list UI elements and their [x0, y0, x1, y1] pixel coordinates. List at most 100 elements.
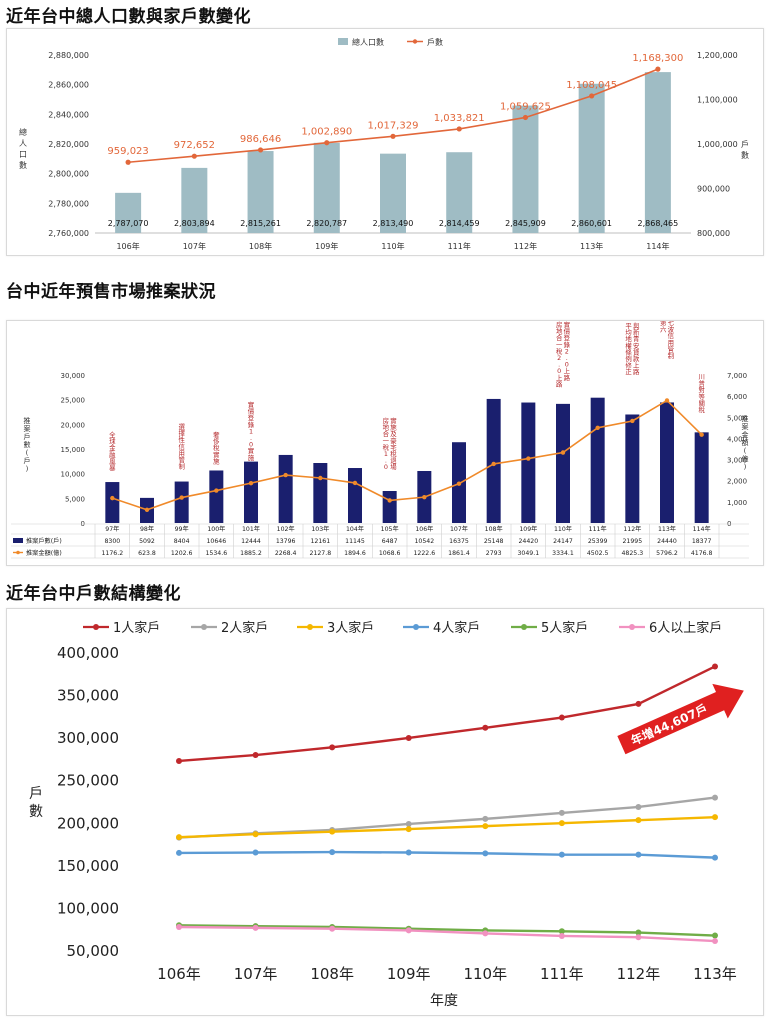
households-point	[456, 126, 462, 132]
growth-callout-arrow	[617, 683, 744, 755]
series-point	[482, 850, 489, 857]
population-data-label: 2,813,490	[373, 219, 414, 228]
y-tick-label: 50,000	[67, 942, 120, 960]
event-annotation: 實價登錄 2. 0 上路	[564, 321, 571, 382]
presale-amount-point	[422, 494, 427, 500]
household-structure-chart: 1人家戶 2人家戶 3人家戶 4人家戶 5人家戶 6人以上家戶 50,000 100,000 1…	[29, 620, 744, 1009]
event-annotation: 選擇性信用管制	[178, 422, 185, 471]
y-tick-label: 2,800,000	[48, 170, 89, 179]
amount-table-value: 1202.6	[171, 550, 193, 557]
series-point	[558, 932, 565, 939]
y2-tick-label: 2,000	[727, 478, 747, 486]
presale-amount-point	[491, 461, 496, 467]
x-tick-label: 107年	[183, 241, 206, 251]
series-point	[329, 828, 336, 835]
units-table-value: 6487	[382, 538, 398, 545]
units-table-value: 21995	[622, 538, 642, 545]
legend-label-series: 2人家戶	[221, 620, 268, 636]
units-table-value: 12161	[310, 538, 330, 545]
legend-label-units: 推案戶數(戶)	[26, 537, 62, 545]
series-line	[178, 925, 716, 943]
population-data-label: 2,820,787	[306, 219, 347, 228]
x-tick-label: 98年	[140, 525, 154, 533]
legend-label-series: 1人家戶	[113, 620, 160, 636]
y2-tick-label: 4,000	[727, 435, 747, 443]
households-data-label: 1,168,300	[632, 53, 683, 64]
population-bar	[115, 192, 142, 233]
units-table-value: 25399	[588, 538, 608, 545]
units-table-value: 8404	[174, 538, 190, 545]
units-table-value: 18377	[692, 538, 712, 545]
x-tick-label: 114年	[693, 525, 711, 533]
growth-callout: 年增44,607戶	[617, 683, 744, 755]
series-point	[176, 924, 182, 931]
x-tick-label: 106年	[116, 241, 139, 251]
amount-table-value: 3049.1	[518, 550, 540, 557]
amount-table-value: 1885.2	[240, 550, 262, 557]
presale-amount-point	[699, 432, 704, 437]
series-point	[482, 724, 489, 731]
x-tick-label: 112年	[617, 965, 661, 983]
legend-marker-households	[412, 39, 418, 44]
households-data-label: 986,646	[240, 134, 281, 145]
event-annotation: 奢侈稅實施	[213, 430, 220, 465]
section-title-household-structure: 近年台中戶數結構變化	[6, 584, 181, 604]
x-tick-label: 101年	[242, 525, 260, 533]
series-point	[176, 849, 182, 856]
series-point	[635, 803, 642, 810]
x-tick-label: 114年	[646, 241, 669, 251]
x-tick-label: 109年	[519, 525, 537, 533]
population-households-chart: 總人口數 戶數2,760,0002,780,0002,800,0002,820,0…	[19, 37, 749, 251]
series-line	[178, 796, 716, 839]
y-tick-label: 350,000	[57, 687, 119, 705]
legend-marker-amount	[16, 550, 20, 555]
series-point	[712, 794, 718, 801]
population-bar	[380, 153, 406, 233]
population-data-label: 2,860,601	[571, 219, 612, 228]
event-annotation: 平均地權條例修正	[625, 322, 632, 376]
series-point	[329, 744, 336, 751]
amount-table-value: 2268.4	[275, 550, 297, 557]
series-point	[635, 817, 642, 824]
presale-amount-point	[248, 480, 254, 486]
y-tick-label: 250,000	[57, 772, 119, 790]
amount-table-value: 1176.2	[102, 550, 124, 557]
households-data-label: 1,108,045	[566, 80, 617, 91]
presale-market-chart: 05,00010,00015,00020,00025,00030,00001,0…	[11, 318, 749, 559]
population-data-label: 2,868,465	[638, 219, 679, 228]
amount-table-value: 2127.8	[310, 550, 332, 557]
presale-amount-point	[283, 472, 288, 478]
y2-tick-label: 7,000	[727, 372, 747, 380]
presale-amount-point	[595, 425, 600, 431]
units-table-value: 16375	[449, 538, 469, 545]
series-point	[252, 831, 259, 838]
households-data-label: 1,059,625	[500, 101, 551, 112]
presale-amount-point	[110, 495, 115, 501]
legend-marker-series	[413, 624, 419, 630]
section-title-population: 近年台中總人口數與家戶數變化	[6, 7, 251, 27]
y-tick-label: 100,000	[57, 899, 119, 917]
event-annotation: 實價登錄 1. 0 實施	[248, 400, 255, 462]
y-tick-label: 15,000	[61, 446, 86, 454]
y-tick-label: 2,820,000	[48, 140, 89, 149]
legend-label-series: 3人家戶	[327, 620, 374, 636]
presale-amount-line	[112, 399, 703, 511]
units-table-value: 10646	[206, 538, 226, 545]
series-point	[482, 930, 489, 937]
y-tick-label: 2,780,000	[48, 199, 89, 208]
series-point	[635, 934, 642, 941]
x-tick-label: 113年	[658, 525, 676, 533]
series-point	[712, 854, 718, 861]
event-annotation: 房地合一稅 1. 0	[383, 416, 390, 471]
y-tick-label: 150,000	[57, 857, 119, 875]
x-tick-label: 109年	[387, 965, 431, 983]
x-axis-label: 年度	[430, 993, 458, 1009]
legend-marker-series	[93, 624, 99, 630]
population-bar	[247, 151, 274, 233]
series-point	[558, 851, 565, 858]
series-point	[252, 752, 259, 759]
amount-table-value: 2793	[486, 550, 502, 557]
growth-callout-text: 年增44,607戶	[628, 701, 709, 748]
amount-table-value: 1068.6	[379, 550, 401, 557]
series-point	[329, 925, 336, 932]
